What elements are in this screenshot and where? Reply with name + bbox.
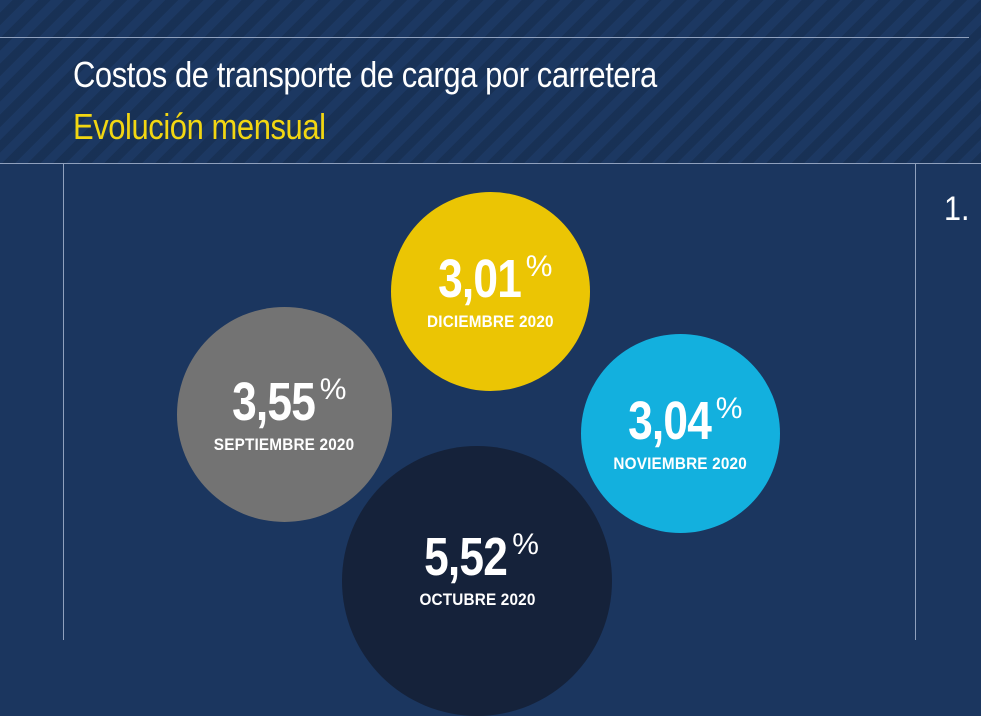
page-subtitle: Evolución mensual xyxy=(73,106,326,147)
percentage-value: 3,55 xyxy=(231,371,316,432)
percent-sign: % xyxy=(319,372,347,406)
bubble-value: 3,01 % xyxy=(429,248,553,309)
header-bottom-divider xyxy=(0,163,981,164)
month-label: DICIEMBRE 2020 xyxy=(427,311,554,331)
bubble-value: 5,52 % xyxy=(415,527,539,587)
bubble-septiembre-2020: 3,55 % SEPTIEMBRE 2020 xyxy=(177,307,392,522)
bubble-value: 3,04 % xyxy=(619,390,743,451)
page-title: Costos de transporte de carga por carret… xyxy=(73,54,657,95)
header-banner xyxy=(0,0,981,163)
percentage-value: 3,04 xyxy=(627,390,712,451)
left-column-divider xyxy=(63,163,64,640)
section-number: 1. xyxy=(944,190,970,228)
month-label: NOVIEMBRE 2020 xyxy=(613,453,748,473)
bubble-octubre-2020: 5,52 % OCTUBRE 2020 xyxy=(342,446,612,716)
percent-sign: % xyxy=(525,249,553,283)
month-label: OCTUBRE 2020 xyxy=(418,590,536,609)
percent-sign: % xyxy=(512,528,539,561)
bubble-diciembre-2020: 3,01 % DICIEMBRE 2020 xyxy=(391,192,590,391)
month-label: SEPTIEMBRE 2020 xyxy=(214,434,355,454)
bubble-value: 3,55 % xyxy=(223,371,347,432)
percentage-value: 5,52 xyxy=(424,527,508,587)
percent-sign: % xyxy=(715,391,743,425)
bubble-noviembre-2020: 3,04 % NOVIEMBRE 2020 xyxy=(581,334,780,533)
percentage-value: 3,01 xyxy=(437,248,522,309)
header-top-divider xyxy=(0,37,969,38)
right-column-divider xyxy=(915,163,916,640)
